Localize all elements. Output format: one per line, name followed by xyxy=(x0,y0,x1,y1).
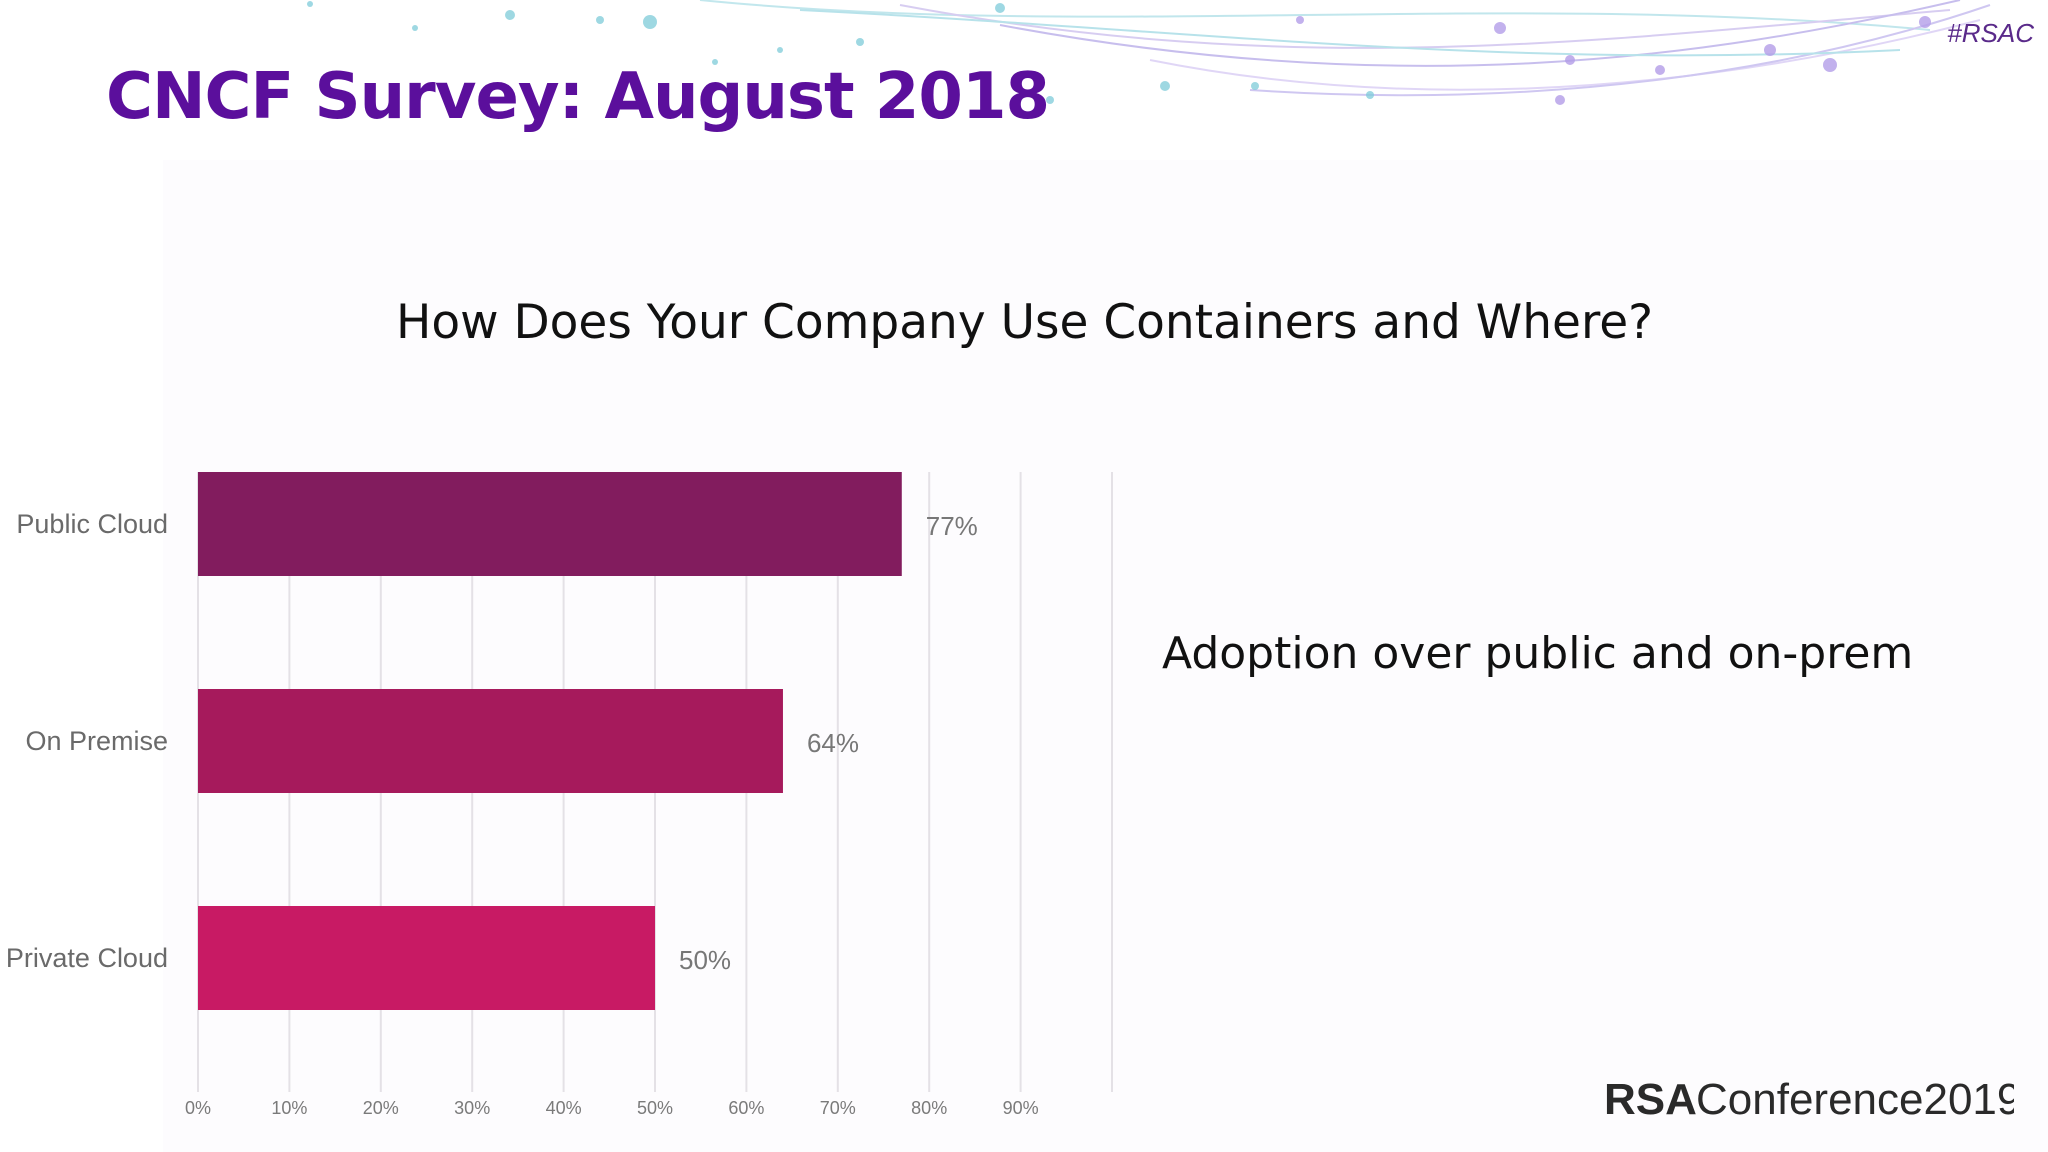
category-label: Private Cloud xyxy=(6,943,168,973)
bar-private-cloud xyxy=(198,906,655,1010)
logo-light-text: Conference2019 xyxy=(1696,1075,2014,1124)
x-tick-label: 70% xyxy=(820,1098,856,1118)
rsa-conference-logo: RSA Conference2019 xyxy=(1604,1075,2014,1124)
value-label: 77% xyxy=(926,511,978,541)
x-tick-label: 10% xyxy=(271,1098,307,1118)
category-label: Public Cloud xyxy=(16,509,168,539)
x-tick-label: 80% xyxy=(911,1098,947,1118)
value-label: 64% xyxy=(807,728,859,758)
chart-question-title: How Does Your Company Use Containers and… xyxy=(396,295,1654,350)
x-tick-label: 20% xyxy=(363,1098,399,1118)
decorative-wave-banner xyxy=(307,0,1991,105)
x-tick-label: 40% xyxy=(546,1098,582,1118)
category-label: On Premise xyxy=(25,726,168,756)
x-tick-label: 90% xyxy=(1003,1098,1039,1118)
x-tick-label: 0% xyxy=(185,1098,211,1118)
slide-title: CNCF Survey: August 2018 xyxy=(106,60,1050,134)
chart-bars xyxy=(198,472,902,1010)
logo-bold-text: RSA xyxy=(1604,1075,1697,1124)
value-label: 50% xyxy=(679,945,731,975)
side-note: Adoption over public and on-prem xyxy=(1162,628,1914,679)
hashtag-label: #RSAC xyxy=(1947,18,2034,48)
bar-on-premise xyxy=(198,689,783,793)
x-tick-label: 50% xyxy=(637,1098,673,1118)
chart-labels: 0% 10% 20% 30% 40% 50% 60% 70% 80% 90% Public Clou… xyxy=(6,509,1039,1118)
x-tick-label: 60% xyxy=(728,1098,764,1118)
bar-public-cloud xyxy=(198,472,902,576)
x-tick-label: 30% xyxy=(454,1098,490,1118)
bar-chart: 0% 10% 20% 30% 40% 50% 60% 70% 80% 90% Public Clou… xyxy=(6,472,1113,1118)
